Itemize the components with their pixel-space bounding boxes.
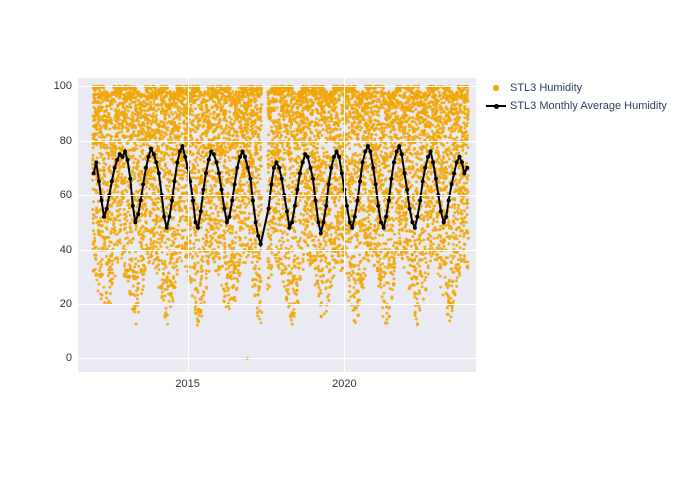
plot-svg <box>78 78 476 372</box>
chart-container: 02040608010020152020 STL3 HumiditySTL3 M… <box>0 0 700 500</box>
legend: STL3 Humidity STL3 Monthly Average Humidi… <box>486 80 667 116</box>
legend-swatch-line <box>486 104 506 109</box>
gridline-h <box>78 86 476 87</box>
gridline-v <box>344 78 345 372</box>
gridline-h <box>78 304 476 305</box>
gridline-h <box>78 250 476 251</box>
legend-label: STL3 Humidity <box>510 82 582 94</box>
legend-swatch-scatter <box>486 85 506 91</box>
y-tick-label: 60 <box>60 189 72 201</box>
x-tick-label: 2015 <box>175 378 199 390</box>
gridline-v <box>188 78 189 372</box>
y-tick-label: 20 <box>60 298 72 310</box>
y-tick-label: 100 <box>54 80 72 92</box>
y-tick-label: 40 <box>60 244 72 256</box>
y-tick-label: 80 <box>60 135 72 147</box>
gridline-h <box>78 358 476 359</box>
gridline-h <box>78 141 476 142</box>
legend-item: STL3 Humidity <box>486 80 667 96</box>
plot-area: 02040608010020152020 <box>78 78 476 372</box>
legend-label: STL3 Monthly Average Humidity <box>510 100 667 112</box>
y-tick-label: 0 <box>66 352 72 364</box>
gridline-h <box>78 195 476 196</box>
x-tick-label: 2020 <box>332 378 356 390</box>
legend-item: STL3 Monthly Average Humidity <box>486 98 667 114</box>
